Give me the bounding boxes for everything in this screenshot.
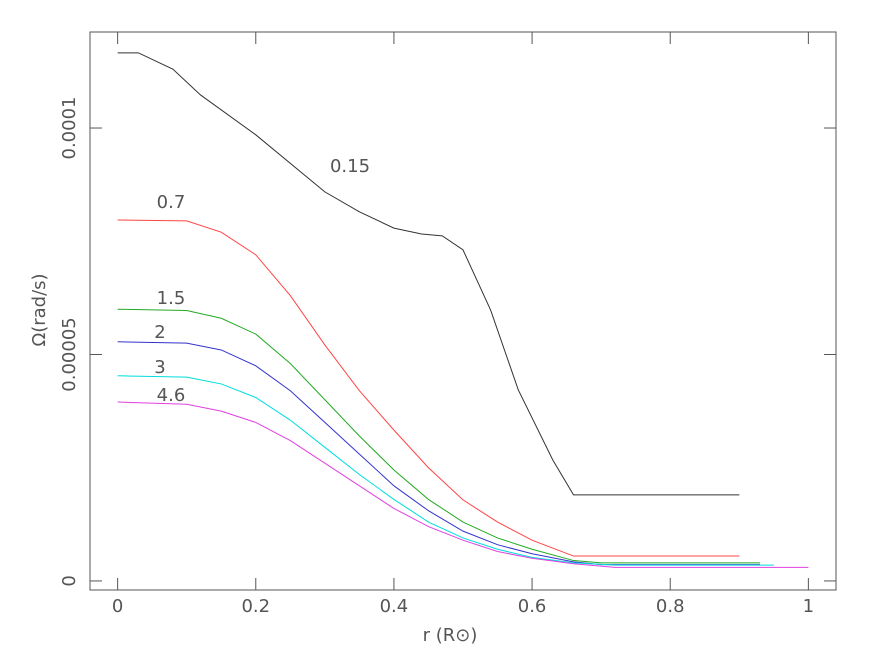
y-tick-label: 0: [59, 575, 80, 586]
curve-label: 0.7: [157, 192, 186, 213]
curve-label: 3: [154, 357, 165, 378]
plot-frame: [89, 31, 837, 591]
x-tick-label: 0.8: [656, 596, 685, 617]
series-line: [117, 375, 774, 566]
y-tick-label: 0.00005: [59, 317, 80, 391]
x-tick-label: 0.4: [380, 596, 409, 617]
curve-label: 2: [154, 322, 165, 343]
x-axis-label: r (R⊙): [423, 625, 478, 646]
x-tick-label: 0.2: [241, 596, 270, 617]
x-tick-label: 0: [112, 596, 123, 617]
series-line: [117, 219, 740, 557]
series-line: [117, 401, 809, 568]
curve-label: 0.15: [330, 156, 370, 177]
x-tick-label: 1: [803, 596, 814, 617]
y-tick-label: 0.0001: [59, 97, 80, 160]
curve-label: 1.5: [157, 288, 186, 309]
series-line: [117, 308, 761, 564]
series-line: [117, 52, 740, 496]
curve-label: 4.6: [157, 385, 186, 406]
x-tick-label: 0.6: [518, 596, 547, 617]
series-line: [117, 341, 761, 566]
y-axis-label: Ω(rad/s): [29, 273, 50, 346]
